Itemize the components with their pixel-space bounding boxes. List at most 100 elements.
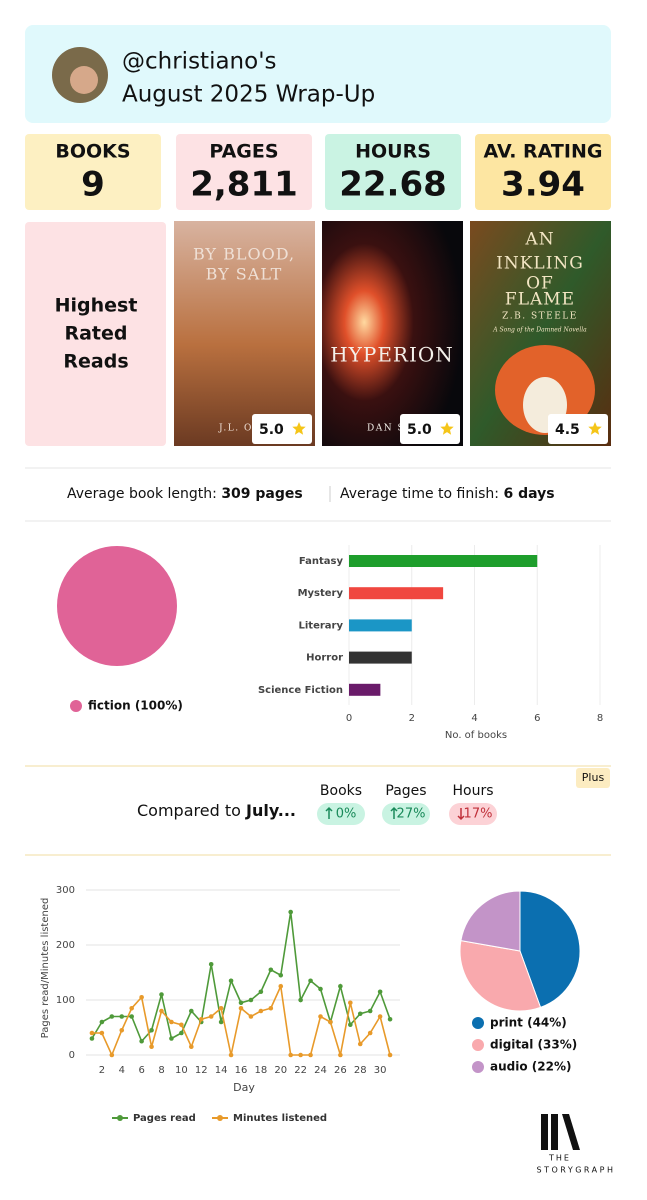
plus-badge-text: Plus bbox=[582, 771, 605, 784]
data-point bbox=[179, 1030, 184, 1036]
y-axis-label: Pages read/Minutes listened bbox=[40, 898, 51, 1039]
x-tick-label: 4 bbox=[471, 713, 477, 724]
x-tick-label: 2 bbox=[409, 713, 415, 724]
data-point bbox=[228, 1052, 234, 1058]
data-point bbox=[348, 1000, 353, 1006]
data-point bbox=[268, 1005, 274, 1011]
cover-title: BY BLOOD, bbox=[193, 245, 295, 264]
y-tick-label: 200 bbox=[56, 940, 75, 951]
data-point bbox=[288, 1052, 293, 1058]
data-point bbox=[119, 1027, 125, 1033]
series-line bbox=[91, 983, 391, 1058]
header-box bbox=[25, 25, 611, 123]
data-point bbox=[258, 989, 264, 995]
stat-value: 9 bbox=[81, 165, 105, 205]
data-point bbox=[228, 978, 234, 984]
x-tick-label: 8 bbox=[597, 713, 603, 724]
legend-swatch bbox=[472, 1039, 484, 1051]
legend-swatch bbox=[117, 1115, 123, 1121]
cover-author: Z.B. STEELE bbox=[502, 312, 578, 322]
data-point bbox=[208, 1014, 214, 1019]
data-point bbox=[179, 1022, 184, 1028]
cover-author: DAN S bbox=[367, 424, 405, 434]
x-tick-label: 22 bbox=[294, 1065, 307, 1076]
data-point bbox=[298, 1052, 303, 1058]
legend-swatch bbox=[472, 1061, 484, 1073]
x-tick-label: 18 bbox=[255, 1065, 268, 1076]
data-point bbox=[308, 1052, 313, 1058]
x-tick-label: 16 bbox=[235, 1065, 248, 1076]
data-point bbox=[387, 1016, 393, 1022]
x-tick-label: 6 bbox=[534, 713, 540, 724]
stat-box bbox=[25, 134, 161, 210]
legend-swatch bbox=[70, 700, 82, 712]
rating-badge bbox=[548, 414, 608, 444]
label: Average time to finish: bbox=[340, 486, 499, 502]
legend-swatch bbox=[472, 1017, 484, 1029]
compare-change: 0% bbox=[336, 807, 357, 822]
data-point bbox=[109, 1052, 115, 1058]
legend-label[interactable]: Pages read bbox=[133, 1113, 196, 1124]
legend-swatch bbox=[217, 1115, 223, 1121]
data-point bbox=[139, 1038, 144, 1044]
cover-title: INKLING bbox=[496, 254, 584, 274]
x-tick-label: 12 bbox=[195, 1065, 208, 1076]
compared-label: Compared to July... bbox=[137, 801, 296, 820]
legend-label: digital (33%) bbox=[490, 1038, 577, 1052]
highest-rated-title: Reads bbox=[63, 351, 128, 373]
logo-text: THE bbox=[548, 1154, 571, 1163]
data-point bbox=[377, 989, 383, 995]
category-label: Mystery bbox=[298, 588, 344, 599]
logo-bar bbox=[562, 1114, 580, 1150]
legend-label[interactable]: Minutes listened bbox=[233, 1113, 327, 1124]
data-point bbox=[208, 961, 214, 967]
data-point bbox=[338, 983, 343, 989]
data-point bbox=[318, 1014, 323, 1019]
book-cover[interactable] bbox=[322, 221, 463, 446]
x-tick-label: 6 bbox=[138, 1065, 144, 1076]
cover-title: AN bbox=[524, 230, 554, 250]
data-point bbox=[169, 1036, 174, 1041]
compare-name: Hours bbox=[452, 783, 493, 799]
x-tick-label: 30 bbox=[374, 1065, 387, 1076]
bar bbox=[349, 651, 412, 664]
logo-bar bbox=[551, 1114, 558, 1150]
data-point bbox=[357, 1011, 363, 1017]
genre-chart: 0 2 4 6 8 No. of books Fantasy Mystery Literary H… bbox=[258, 545, 603, 741]
logo[interactable]: THE STORYGRAPH bbox=[537, 1114, 616, 1175]
username: @christiano's bbox=[122, 49, 277, 75]
data-point bbox=[338, 1052, 343, 1058]
book-cover[interactable] bbox=[174, 221, 315, 446]
cover-title: HYPERION bbox=[330, 343, 454, 367]
x-axis-label: Day bbox=[233, 1081, 255, 1094]
category-label: Science Fiction bbox=[258, 685, 343, 696]
y-tick-label: 100 bbox=[56, 995, 75, 1006]
data-point bbox=[357, 1041, 363, 1047]
rating-badge bbox=[400, 414, 460, 444]
logo-bar bbox=[541, 1114, 548, 1150]
legend-label: audio (22%) bbox=[490, 1060, 571, 1074]
rating-value: 5.0 bbox=[407, 422, 432, 438]
data-point bbox=[129, 1005, 134, 1011]
data-point bbox=[367, 1008, 373, 1014]
data-point bbox=[298, 997, 303, 1003]
data-point bbox=[159, 1008, 164, 1014]
plus-badge bbox=[576, 768, 610, 788]
cover-author: J.L. O bbox=[218, 424, 253, 434]
stat-label: AV. RATING bbox=[484, 141, 603, 163]
stat-value: 22.68 bbox=[339, 165, 447, 205]
x-axis-label: No. of books bbox=[445, 730, 507, 741]
data-point bbox=[198, 1016, 204, 1022]
value: 6 days bbox=[503, 486, 554, 502]
value: 309 pages bbox=[221, 486, 302, 502]
x-tick-label: 28 bbox=[354, 1065, 367, 1076]
avatar-face bbox=[70, 66, 98, 94]
data-point bbox=[109, 1014, 115, 1019]
format-pie: print (44%) digital (33%) audio (22%) bbox=[459, 890, 581, 1074]
data-point bbox=[318, 986, 323, 992]
data-point bbox=[367, 1030, 373, 1036]
data-point bbox=[348, 1022, 353, 1028]
